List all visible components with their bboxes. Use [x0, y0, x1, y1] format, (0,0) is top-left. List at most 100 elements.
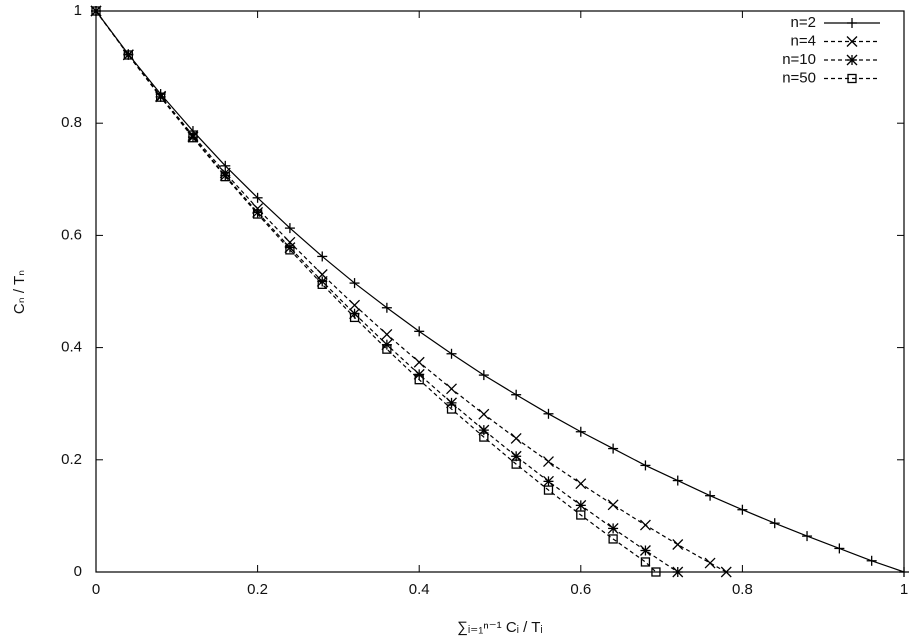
- marker-stroke: [847, 73, 857, 84]
- data-point: [672, 566, 684, 578]
- data-point: [479, 432, 489, 442]
- y-tick-label: 0.8: [61, 114, 82, 131]
- data-point: [349, 312, 360, 323]
- series-line: [95, 10, 727, 573]
- marker-stroke: [220, 172, 230, 182]
- marker-stroke: [672, 566, 684, 578]
- marker-stroke: [543, 485, 554, 495]
- legend-label: n=2: [791, 14, 816, 31]
- data-point: [672, 475, 683, 486]
- data-point: [414, 326, 425, 337]
- data-point: [220, 172, 230, 182]
- data-point: [446, 383, 457, 395]
- marker-stroke: [446, 404, 457, 414]
- data-point: [317, 279, 327, 289]
- data-point: [349, 278, 360, 289]
- data-point: [252, 209, 263, 219]
- marker-stroke: [155, 92, 166, 102]
- data-point: [543, 456, 554, 467]
- data-point: [899, 567, 909, 577]
- marker-stroke: [349, 312, 360, 323]
- marker-stroke: [284, 242, 296, 254]
- x-tick-label: 0.4: [409, 581, 430, 598]
- data-point: [446, 348, 457, 359]
- data-point: [576, 510, 586, 520]
- x-tick-label: 1: [900, 581, 908, 598]
- marker-stroke: [608, 534, 618, 544]
- data-point: [802, 531, 813, 542]
- legend-marker: [846, 36, 858, 47]
- marker-stroke: [413, 368, 425, 380]
- x-tick-label: 0: [92, 581, 100, 598]
- marker-stroke: [413, 356, 425, 368]
- data-point: [769, 518, 780, 529]
- data-point: [155, 92, 166, 102]
- data-point: [123, 50, 133, 60]
- data-point: [413, 368, 425, 380]
- marker-stroke: [252, 209, 263, 219]
- data-point: [705, 490, 716, 501]
- legend-marker: [846, 54, 858, 66]
- data-point: [252, 206, 264, 218]
- marker-stroke: [446, 397, 457, 409]
- series-line: [95, 10, 679, 573]
- marker-stroke: [575, 478, 587, 490]
- marker-stroke: [704, 557, 716, 569]
- data-point: [607, 522, 619, 534]
- marker-stroke: [381, 328, 393, 340]
- data-point: [834, 543, 845, 554]
- marker-stroke: [252, 206, 264, 218]
- data-point: [413, 356, 425, 368]
- marker-stroke: [846, 36, 858, 47]
- y-tick-label: 0.4: [61, 339, 82, 356]
- marker-stroke: [543, 475, 554, 487]
- marker-stroke: [720, 566, 732, 578]
- marker-stroke: [651, 567, 661, 577]
- x-tick-label: 0.6: [570, 581, 591, 598]
- marker-stroke: [607, 522, 619, 534]
- marker-stroke: [511, 459, 521, 469]
- y-axis-label: Cₙ / Tₙ: [11, 270, 28, 314]
- data-point: [220, 160, 231, 171]
- data-point: [382, 344, 392, 354]
- data-point: [414, 375, 424, 385]
- y-tick-label: 0.2: [61, 451, 82, 468]
- data-point: [704, 557, 716, 569]
- data-point: [381, 302, 392, 313]
- y-tick-label: 0: [74, 563, 82, 580]
- marker-stroke: [510, 432, 522, 444]
- marker-stroke: [607, 499, 619, 511]
- x-tick-label: 0.8: [732, 581, 753, 598]
- data-point: [349, 299, 361, 311]
- marker-stroke: [285, 245, 295, 255]
- data-point: [640, 460, 651, 471]
- data-point: [381, 328, 393, 340]
- marker-stroke: [543, 456, 554, 467]
- legend-marker: [847, 18, 857, 28]
- marker-stroke: [317, 279, 327, 289]
- data-point: [575, 499, 587, 511]
- y-tick-label: 1: [74, 2, 82, 19]
- data-point: [478, 370, 489, 381]
- data-point: [737, 504, 748, 515]
- data-point: [543, 485, 554, 495]
- data-point: [608, 443, 619, 454]
- marker-stroke: [575, 499, 587, 511]
- data-point: [720, 566, 732, 578]
- marker-stroke: [123, 50, 133, 60]
- data-point: [284, 242, 296, 254]
- data-point: [478, 408, 490, 420]
- legend-label: n=10: [782, 51, 816, 68]
- marker-stroke: [479, 432, 489, 442]
- data-point: [510, 432, 522, 444]
- data-point: [188, 133, 198, 143]
- data-point: [446, 397, 457, 409]
- data-point: [543, 475, 554, 487]
- data-point: [511, 389, 522, 400]
- data-point: [284, 223, 295, 234]
- data-point: [639, 519, 651, 531]
- data-point: [672, 539, 684, 550]
- marker-stroke: [349, 299, 361, 311]
- legend-marker: [847, 73, 857, 84]
